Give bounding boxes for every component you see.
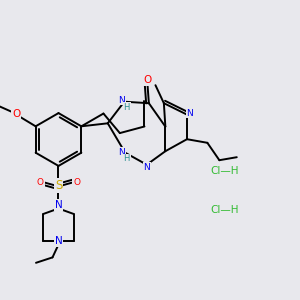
Text: O: O [73, 178, 80, 187]
Text: H: H [124, 154, 130, 163]
Text: N: N [55, 200, 62, 210]
Text: N: N [143, 163, 150, 172]
Text: S: S [55, 179, 62, 192]
Text: O: O [12, 109, 20, 119]
Text: N: N [118, 96, 125, 105]
Text: N: N [187, 109, 193, 118]
Text: O: O [37, 178, 44, 187]
Text: N: N [118, 148, 125, 157]
Text: O: O [143, 75, 152, 85]
Text: H: H [124, 103, 130, 112]
Text: Cl—H: Cl—H [210, 166, 239, 176]
Text: N: N [55, 236, 62, 246]
Text: Cl—H: Cl—H [210, 205, 239, 215]
